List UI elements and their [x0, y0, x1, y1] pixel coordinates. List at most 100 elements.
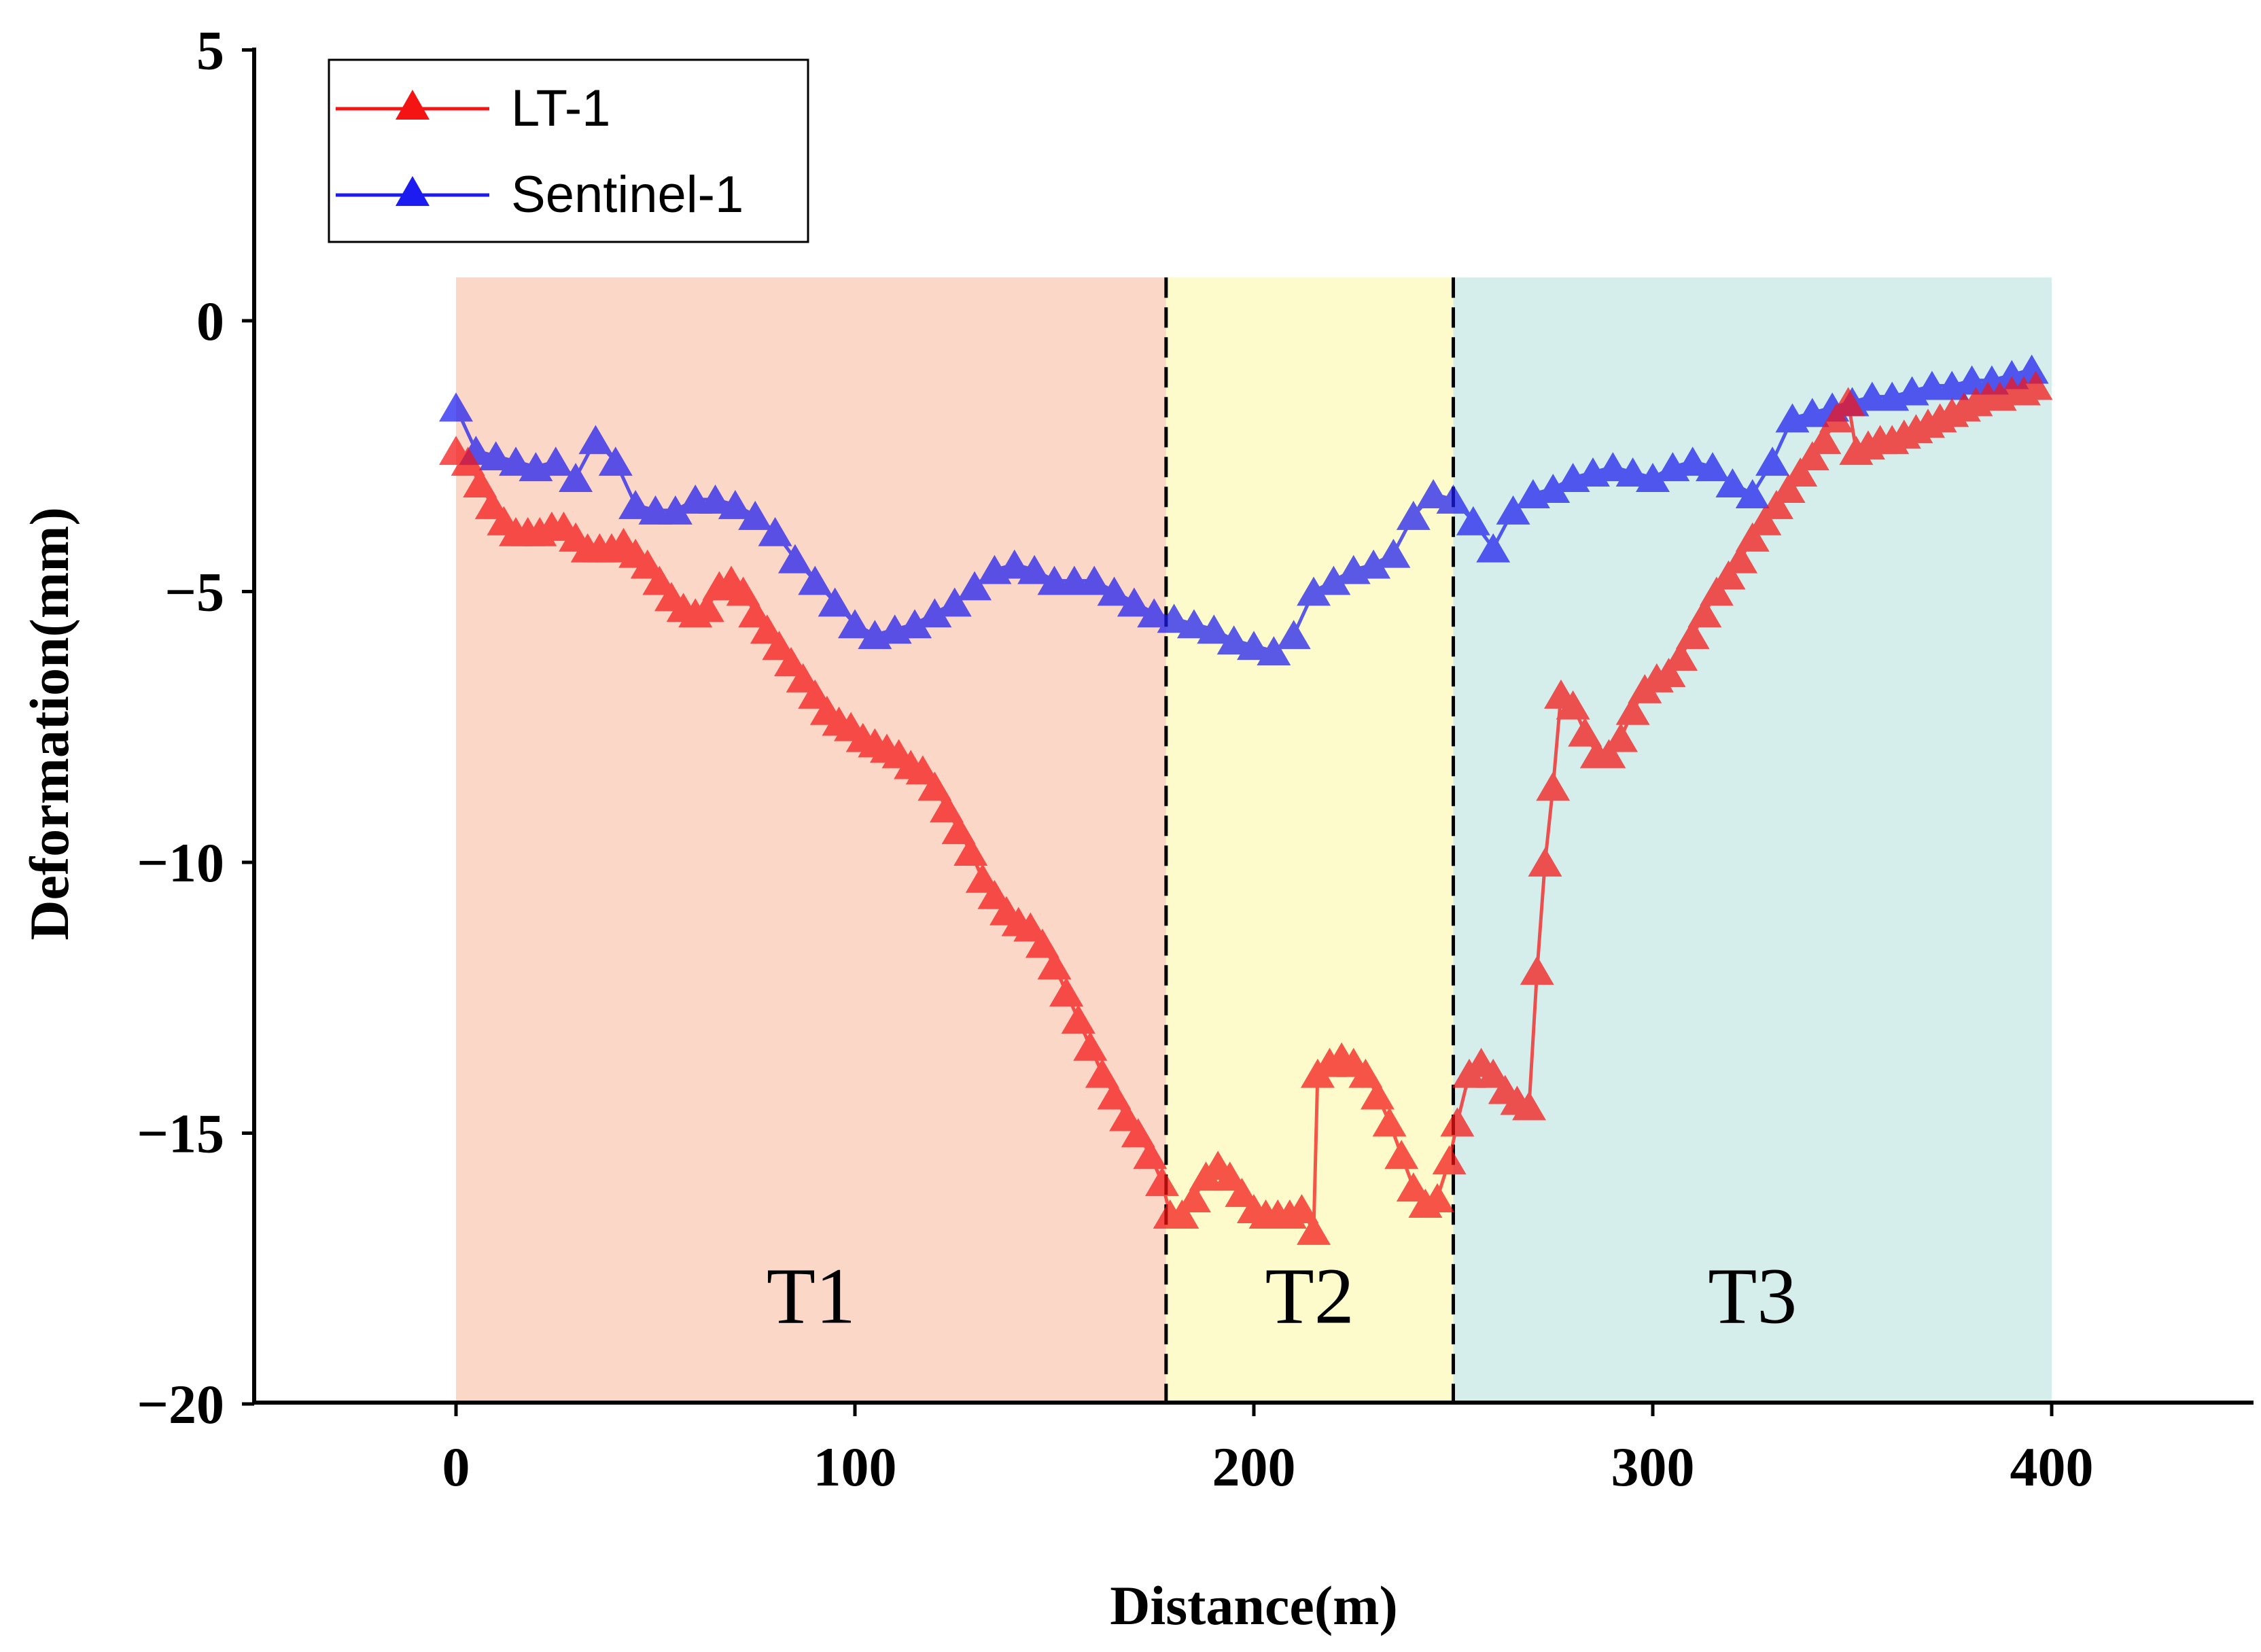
data-point-lt1	[1664, 642, 1698, 671]
data-point-lt1	[1604, 722, 1638, 752]
data-point-lt1	[642, 565, 677, 595]
data-point-lt1	[1372, 1107, 1407, 1137]
data-point-lt1	[1440, 1107, 1475, 1137]
data-point-lt1	[1037, 950, 1072, 980]
axes	[252, 48, 2254, 1405]
data-point-lt1	[1049, 977, 1084, 1007]
data-point-lt1	[1615, 695, 1650, 725]
data-point-sentinel1	[598, 446, 633, 476]
data-point-lt1	[1831, 387, 1865, 417]
data-point-lt1	[451, 446, 485, 476]
data-point-sentinel1	[917, 598, 952, 628]
data-point-lt1	[1711, 560, 1746, 590]
data-point-sentinel1	[1216, 625, 1251, 655]
data-point-sentinel1	[1396, 500, 1431, 530]
data-point-lt1	[1512, 1091, 1547, 1121]
data-point-lt1	[917, 771, 952, 801]
data-point-sentinel1	[1077, 565, 1112, 595]
data-point-lt1	[1061, 1004, 1096, 1034]
data-point-lt1	[1176, 1183, 1211, 1213]
data-series	[439, 354, 2053, 1245]
y-axis-title: Deformation(mm)	[18, 507, 80, 941]
data-point-lt1	[1025, 928, 1059, 958]
data-point-lt1	[750, 614, 784, 644]
legend-swatch-marker-sentinel1	[396, 176, 430, 206]
data-point-lt1	[1348, 1058, 1383, 1088]
x-tick-label: 0	[442, 1436, 470, 1498]
x-tick-label: 300	[1611, 1436, 1695, 1498]
data-point-sentinel1	[2014, 354, 2049, 384]
data-point-lt1	[905, 755, 940, 785]
data-point-sentinel1	[958, 571, 992, 601]
data-point-lt1	[1759, 489, 1793, 519]
data-point-sentinel1	[1176, 609, 1211, 639]
legend-swatch-marker-lt1	[396, 90, 430, 120]
data-point-lt1	[1528, 847, 1562, 877]
series-sentinel1	[439, 354, 2049, 666]
data-point-lt1	[1165, 1199, 1199, 1229]
data-point-lt1	[1121, 1118, 1155, 1148]
data-point-sentinel1	[658, 495, 693, 525]
data-point-lt1	[1133, 1140, 1168, 1170]
data-point-lt1	[953, 837, 988, 866]
data-point-sentinel1	[937, 587, 972, 617]
data-point-sentinel1	[1157, 603, 1191, 633]
data-point-lt1	[798, 679, 832, 709]
data-point-sentinel1	[439, 392, 473, 422]
zone-label-t2: T2	[1265, 1251, 1354, 1340]
data-point-sentinel1	[559, 463, 593, 493]
data-point-sentinel1	[538, 446, 573, 476]
data-point-sentinel1	[777, 544, 812, 574]
background-zones	[456, 277, 2052, 1404]
zone-labels: T1 T2 T3	[767, 1251, 1797, 1340]
data-point-sentinel1	[1197, 614, 1231, 644]
data-point-lt1	[1520, 955, 1554, 985]
data-point-lt1	[1771, 474, 1806, 503]
data-point-lt1	[786, 663, 820, 692]
data-point-lt1	[1085, 1058, 1119, 1088]
data-point-sentinel1	[718, 489, 752, 519]
legend: LT-1 Sentinel-1	[328, 58, 809, 243]
data-point-sentinel1	[1117, 587, 1151, 617]
data-point-lt1	[463, 468, 497, 497]
data-point-lt1	[1747, 506, 1782, 535]
data-point-sentinel1	[758, 516, 792, 546]
data-point-lt1	[1807, 425, 1842, 455]
y-tick-label: −5	[164, 561, 224, 623]
data-point-sentinel1	[997, 549, 1032, 579]
data-point-sentinel1	[1017, 555, 1052, 584]
data-point-sentinel1	[1416, 479, 1451, 508]
data-point-sentinel1	[898, 609, 932, 639]
data-point-sentinel1	[578, 425, 613, 455]
data-point-lt1	[977, 879, 1012, 909]
data-point-sentinel1	[1316, 565, 1351, 595]
data-point-sentinel1	[618, 489, 653, 519]
legend-label-sentinel1: Sentinel-1	[511, 166, 743, 224]
data-point-lt1	[738, 598, 773, 628]
data-point-sentinel1	[1436, 485, 1471, 514]
data-point-lt1	[1297, 1215, 1331, 1245]
data-point-sentinel1	[1237, 631, 1271, 661]
y-tick-label: −10	[137, 832, 224, 894]
data-point-sentinel1	[1097, 576, 1132, 606]
data-point-sentinel1	[818, 587, 852, 617]
data-point-lt1	[1795, 441, 1829, 471]
x-tick-label: 100	[813, 1436, 897, 1498]
data-point-lt1	[1420, 1183, 1455, 1213]
x-tick-label: 400	[2010, 1436, 2094, 1498]
data-point-sentinel1	[1735, 479, 1770, 508]
y-tick-label: −20	[137, 1373, 224, 1435]
data-point-lt1	[2018, 370, 2053, 400]
data-point-sentinel1	[1715, 468, 1750, 497]
data-point-lt1	[1687, 598, 1722, 628]
data-point-lt1	[1536, 771, 1571, 801]
data-point-sentinel1	[1297, 576, 1331, 606]
data-point-lt1	[1783, 457, 1818, 487]
data-point-sentinel1	[1456, 506, 1490, 535]
data-point-lt1	[1476, 1058, 1511, 1088]
data-point-lt1	[762, 631, 796, 661]
data-point-lt1	[630, 549, 665, 579]
data-point-lt1	[1592, 739, 1626, 769]
data-point-sentinel1	[499, 446, 533, 476]
